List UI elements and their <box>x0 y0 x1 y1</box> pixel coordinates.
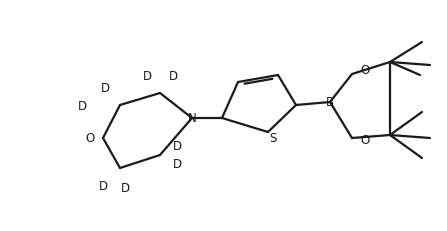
Text: S: S <box>269 133 277 146</box>
Text: D: D <box>101 82 110 94</box>
Text: B: B <box>326 95 334 109</box>
Text: D: D <box>169 70 177 83</box>
Text: D: D <box>78 100 87 113</box>
Text: D: D <box>173 140 181 154</box>
Text: D: D <box>98 179 108 192</box>
Text: D: D <box>173 158 181 171</box>
Text: D: D <box>120 182 130 195</box>
Text: O: O <box>86 131 95 145</box>
Text: N: N <box>188 112 196 125</box>
Text: O: O <box>360 64 369 77</box>
Text: O: O <box>360 134 369 148</box>
Text: D: D <box>143 70 152 83</box>
